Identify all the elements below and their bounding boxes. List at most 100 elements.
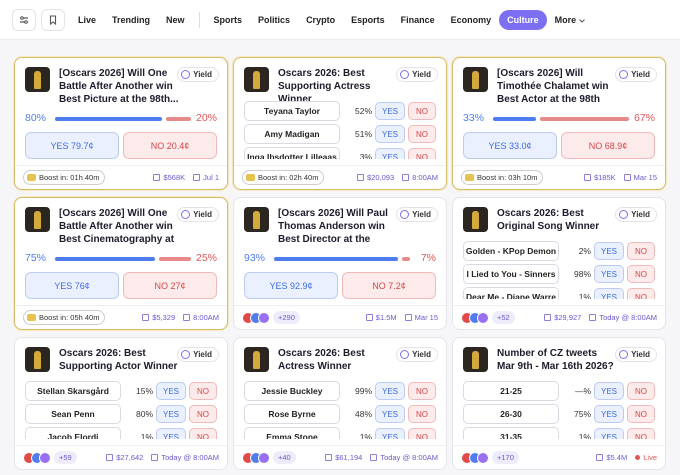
buy-yes-button[interactable]: YES 92.9¢ bbox=[244, 272, 338, 299]
market-title[interactable]: Oscars 2026: Best Actress Winner bbox=[278, 348, 365, 372]
volume-icon bbox=[153, 174, 161, 181]
no-button[interactable]: NO bbox=[189, 382, 217, 400]
nav-tab[interactable]: Sports bbox=[213, 14, 243, 25]
yes-button[interactable]: YES bbox=[156, 428, 186, 439]
outcome-name: Sean Penn bbox=[25, 404, 121, 424]
bookmark-button[interactable] bbox=[41, 8, 65, 31]
market-title[interactable]: [Oscars 2026] Will Paul Thomas Anderson … bbox=[278, 208, 388, 245]
market-card[interactable]: Oscars 2026: Best Supporting Actor Winne… bbox=[14, 337, 228, 470]
top-nav: Live Trending New Sports Politics Crypto Espor… bbox=[0, 0, 680, 40]
volume: $185K bbox=[583, 173, 616, 182]
yes-button[interactable]: YES bbox=[594, 405, 624, 423]
buy-yes-button[interactable]: YES 33.0¢ bbox=[463, 132, 557, 159]
market-meta: $1.5M Mar 15 bbox=[365, 313, 438, 322]
yes-button[interactable]: YES bbox=[375, 382, 405, 400]
buy-no-button[interactable]: NO 68.9¢ bbox=[561, 132, 655, 159]
yes-button[interactable]: YES bbox=[375, 125, 405, 143]
yes-button[interactable]: YES bbox=[375, 428, 405, 439]
market-title[interactable]: Oscars 2026: Best Supporting Actress Win… bbox=[278, 68, 371, 105]
market-title[interactable]: Number of CZ tweets Mar 9th - Mar 16th 2… bbox=[497, 348, 614, 372]
no-percent: 20% bbox=[195, 112, 217, 124]
no-button[interactable]: NO bbox=[408, 102, 436, 120]
nav-tab[interactable]: New bbox=[166, 14, 185, 25]
market-image bbox=[244, 347, 269, 372]
yes-button[interactable]: YES bbox=[594, 382, 624, 400]
nav-tab[interactable]: Finance bbox=[400, 14, 435, 25]
date-text: Mar 15 bbox=[414, 313, 438, 322]
no-button[interactable]: NO bbox=[189, 405, 217, 423]
card-footer: +59 $27,642 Today @ 8:00AM bbox=[15, 445, 227, 469]
no-button[interactable]: NO bbox=[627, 405, 655, 423]
outcome-percent: 75% bbox=[573, 409, 591, 419]
volume: $29,927 bbox=[544, 313, 581, 322]
outcome-row: Stellan Skarsgård 15% YES NO bbox=[25, 381, 217, 401]
market-card[interactable]: [Oscars 2026] Will Paul Thomas Anderson … bbox=[233, 197, 447, 330]
nav-tab[interactable]: Trending bbox=[112, 14, 151, 25]
yes-button[interactable]: YES bbox=[375, 148, 405, 159]
nav-tab[interactable]: Politics bbox=[258, 14, 291, 25]
buy-no-button[interactable]: NO 27¢ bbox=[123, 272, 217, 299]
no-button[interactable]: NO bbox=[408, 382, 436, 400]
date-text: Today @ 8:00AM bbox=[380, 453, 438, 462]
no-button[interactable]: NO bbox=[627, 382, 655, 400]
no-button[interactable]: NO bbox=[627, 265, 655, 283]
market-card[interactable]: Oscars 2026: Best Original Song Winner Yi… bbox=[452, 197, 666, 330]
market-title[interactable]: [Oscars 2026] Will One Battle After Anot… bbox=[59, 68, 179, 105]
market-card[interactable]: [Oscars 2026] Will One Battle After Anot… bbox=[14, 197, 228, 330]
volume: $5.4M bbox=[596, 453, 627, 462]
outcome-row: Sean Penn 80% YES NO bbox=[25, 404, 217, 424]
outcome-list: Jessie Buckley 99% YES NO Rose Byrne 48% YES NO… bbox=[244, 381, 436, 439]
nav-tab[interactable]: Esports bbox=[351, 14, 385, 25]
market-card[interactable]: Number of CZ tweets Mar 9th - Mar 16th 2… bbox=[452, 337, 666, 470]
card-footer: +290 $1.5M Mar 15 bbox=[234, 305, 446, 329]
market-card[interactable]: Oscars 2026: Best Supporting Actress Win… bbox=[233, 57, 447, 190]
market-card[interactable]: [Oscars 2026] Will One Battle After Anot… bbox=[14, 57, 228, 190]
yes-button[interactable]: YES bbox=[594, 428, 624, 439]
yield-label: Yield bbox=[412, 350, 431, 359]
no-button[interactable]: NO bbox=[627, 288, 655, 299]
nav-tab[interactable]: Culture bbox=[499, 9, 547, 30]
outcome-row: Emma Stone 1% YES NO bbox=[244, 427, 436, 439]
yes-button[interactable]: YES bbox=[594, 265, 624, 283]
probability-bar bbox=[55, 117, 191, 121]
avatar bbox=[477, 311, 489, 324]
card-footer: +52 $29,927 Today @ 8:00AM bbox=[453, 305, 665, 329]
more-menu[interactable]: More bbox=[547, 10, 593, 30]
end-date: Today @ 8:00AM bbox=[589, 313, 657, 322]
market-title[interactable]: Oscars 2026: Best Supporting Actor Winne… bbox=[59, 348, 178, 372]
buy-no-button[interactable]: NO 20.4¢ bbox=[123, 132, 217, 159]
no-button[interactable]: NO bbox=[189, 428, 217, 439]
outcome-list: Stellan Skarsgård 15% YES NO Sean Penn 80% YES… bbox=[25, 381, 217, 439]
buy-yes-button[interactable]: YES 79.7¢ bbox=[25, 132, 119, 159]
outcome-row: Golden - KPop Demon 2% YES NO bbox=[463, 241, 655, 261]
nav-tab[interactable]: Crypto bbox=[306, 14, 336, 25]
yes-button[interactable]: YES bbox=[156, 405, 186, 423]
yes-button[interactable]: YES bbox=[594, 288, 624, 299]
filter-button[interactable] bbox=[12, 8, 36, 31]
yes-button[interactable]: YES bbox=[375, 405, 405, 423]
yes-button[interactable]: YES bbox=[156, 382, 186, 400]
no-button[interactable]: NO bbox=[408, 428, 436, 439]
no-button[interactable]: NO bbox=[627, 242, 655, 260]
market-title[interactable]: [Oscars 2026] Will Timothée Chalamet win… bbox=[497, 68, 609, 105]
volume-icon bbox=[544, 314, 552, 321]
calendar-icon bbox=[193, 174, 201, 181]
buy-yes-button[interactable]: YES 76¢ bbox=[25, 272, 119, 299]
outcome-row: I Lied to You - Sinners 98% YES NO bbox=[463, 264, 655, 284]
no-button[interactable]: NO bbox=[408, 405, 436, 423]
yes-button[interactable]: YES bbox=[375, 102, 405, 120]
yes-button[interactable]: YES bbox=[594, 242, 624, 260]
no-button[interactable]: NO bbox=[408, 148, 436, 159]
market-title[interactable]: Oscars 2026: Best Original Song Winner bbox=[497, 208, 600, 232]
nav-tab[interactable]: Economy bbox=[450, 14, 492, 25]
volume-text: $1.5M bbox=[375, 313, 397, 322]
market-title[interactable]: [Oscars 2026] Will One Battle After Anot… bbox=[59, 208, 175, 245]
no-button[interactable]: NO bbox=[627, 428, 655, 439]
buy-no-button[interactable]: NO 7.2¢ bbox=[342, 272, 436, 299]
no-button[interactable]: NO bbox=[408, 125, 436, 143]
nav-tab[interactable]: Live bbox=[78, 14, 97, 25]
trader-count: +290 bbox=[273, 311, 300, 324]
market-card[interactable]: [Oscars 2026] Will Timothée Chalamet win… bbox=[452, 57, 666, 190]
market-card[interactable]: Oscars 2026: Best Actress Winner Yield Jes… bbox=[233, 337, 447, 470]
